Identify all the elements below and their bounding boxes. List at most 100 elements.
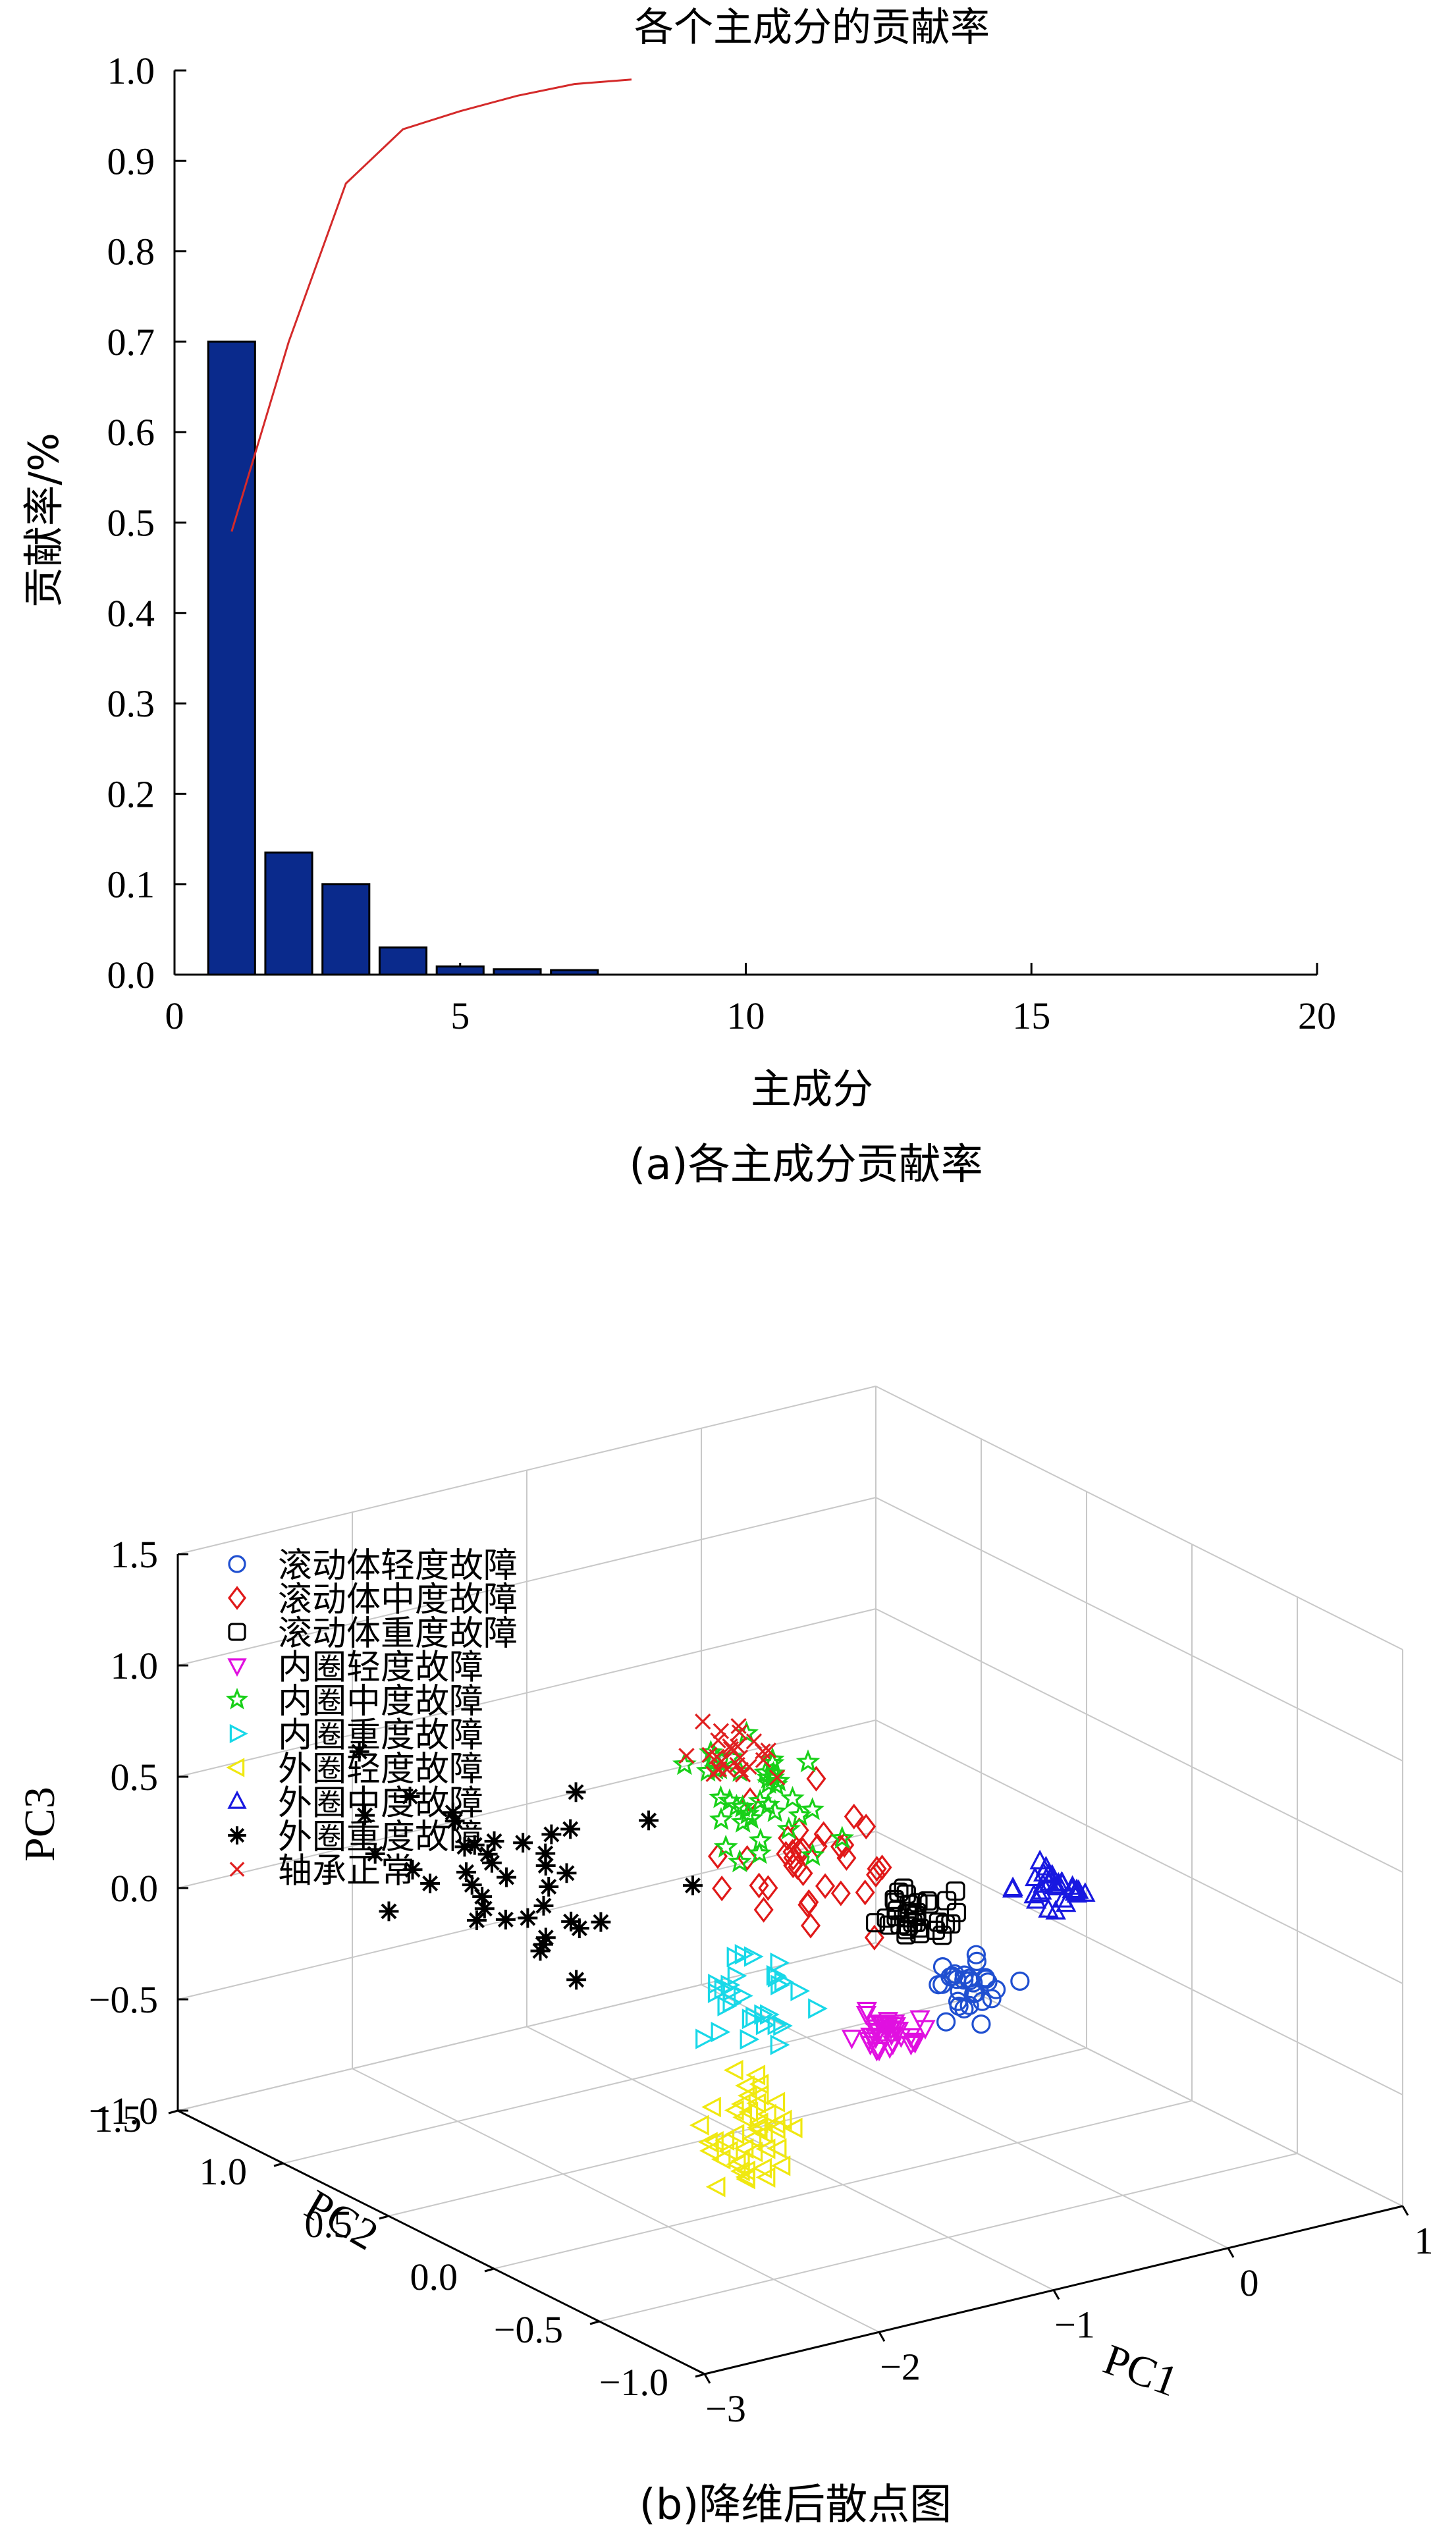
pc3-tick-label: 0.5 <box>111 1756 159 1798</box>
data-point <box>747 1789 772 1812</box>
pc2-tick-label: −1.0 <box>599 2361 668 2404</box>
data-point <box>946 1903 967 1922</box>
chart-a-plot-area: 0.0 0.1 0.2 0.3 0.4 0.5 0.6 0.7 0.8 0.9 1.0 0 5 10 15 2… <box>107 49 1337 1037</box>
data-point <box>705 2176 726 2198</box>
data-point <box>748 2112 768 2134</box>
data-point <box>1033 1873 1054 1893</box>
pc2-tick-label: 1.0 <box>200 2150 248 2193</box>
pc2-tick <box>379 2215 389 2220</box>
series-8 <box>1002 1849 1096 1920</box>
pc1-tick-label: 1 <box>1415 2219 1434 2262</box>
scatter-3d-chart: −3−2−101−1.0−0.50.00.51.01.5−1.0−0.50.00… <box>16 1386 1434 2529</box>
pc3-tick-label: 1.0 <box>111 1644 159 1687</box>
x-stroke <box>678 1748 695 1764</box>
data-point <box>400 1787 420 1806</box>
data-point <box>954 1999 974 2019</box>
asterisk-stroke <box>422 1876 439 1892</box>
asterisk-stroke <box>520 1910 536 1926</box>
series-7 <box>689 2059 803 2198</box>
data-point <box>467 1910 487 1930</box>
data-point <box>1045 1900 1066 1920</box>
data-point <box>1044 1874 1065 1894</box>
asterisk-stroke <box>562 1821 579 1837</box>
data-point <box>722 1980 743 2002</box>
legend-label: 外圈轻度故障 <box>278 1750 483 1789</box>
series-9 <box>349 1741 703 1990</box>
data-point <box>713 1723 730 1739</box>
asterisk-stroke <box>367 1845 383 1862</box>
data-point <box>1051 1871 1072 1891</box>
data-point <box>738 2101 759 2122</box>
data-point <box>885 1892 905 1912</box>
asterisk-stroke <box>483 1854 500 1871</box>
data-point <box>710 1732 726 1748</box>
legend-marker <box>225 1687 249 1710</box>
asterisk-stroke <box>466 1837 483 1853</box>
y-tick-label: 0.1 <box>107 863 155 906</box>
data-point <box>1023 1883 1044 1904</box>
asterisk-stroke <box>404 1862 421 1878</box>
data-point <box>936 2012 956 2032</box>
data-point <box>724 2124 745 2145</box>
data-point <box>749 1872 769 1899</box>
data-point <box>760 1742 776 1759</box>
chart-b-pc2-axis-label: PC2 <box>297 2180 386 2259</box>
data-point <box>730 1738 746 1755</box>
pc1-tick <box>1052 2289 1060 2300</box>
data-point <box>734 1943 755 1965</box>
asterisk-stroke <box>402 1789 418 1805</box>
asterisk-stroke <box>468 1912 485 1928</box>
data-point <box>683 1876 703 1896</box>
data-point <box>752 2157 772 2179</box>
data-point <box>701 1746 718 1763</box>
data-point <box>915 2020 936 2040</box>
data-point <box>886 2022 907 2041</box>
caption-b: (b)降维后散点图 <box>639 2481 952 2529</box>
x-stroke <box>729 1756 745 1773</box>
y-tick-label: 1.0 <box>107 49 155 92</box>
data-point <box>768 1770 786 1786</box>
data-point <box>701 2096 721 2118</box>
data-point <box>782 2117 803 2138</box>
y-tick-label: 0.0 <box>107 954 155 996</box>
grid-line <box>875 1497 1403 1762</box>
data-point <box>678 1748 695 1764</box>
data-point <box>753 1897 774 1923</box>
legend-label: 外圈重度故障 <box>278 1818 483 1857</box>
data-point <box>865 2029 886 2049</box>
data-point <box>841 2030 863 2049</box>
grid-line <box>388 2047 1087 2217</box>
data-point <box>937 1891 957 1910</box>
asterisk-stroke <box>515 1835 531 1851</box>
data-point <box>790 1980 811 2001</box>
data-point <box>770 2155 791 2176</box>
data-point <box>806 1766 826 1792</box>
data-point <box>379 1901 399 1922</box>
grid-line <box>493 2100 1193 2269</box>
x-tick-label: 10 <box>727 994 765 1037</box>
data-point <box>713 1753 730 1770</box>
data-point <box>765 2113 786 2134</box>
pc2-tick <box>589 2320 600 2325</box>
data-point <box>484 1831 504 1851</box>
grid-line <box>875 1719 1403 1984</box>
data-point <box>864 1924 884 1951</box>
contribution-chart: 各个主成分的贡献率 0.0 0.1 0.2 0.3 0.4 0.5 0.6 0.7 0.8 0.9… <box>20 5 1336 1189</box>
data-point <box>935 1914 956 1934</box>
data-point <box>707 1843 728 1870</box>
data-point <box>711 2149 731 2170</box>
bar-pc5 <box>435 965 485 976</box>
asterisk-stroke <box>351 1743 367 1760</box>
data-point <box>566 1970 587 1990</box>
legend-label: 内圈轻度故障 <box>278 1648 483 1688</box>
legend-marker <box>228 1623 246 1641</box>
pc3-tick-label: −1.0 <box>89 2090 158 2132</box>
data-point <box>727 1849 752 1873</box>
data-point <box>712 1876 732 1902</box>
data-point <box>734 1766 751 1783</box>
data-point <box>445 1811 465 1831</box>
data-point <box>971 2014 991 2034</box>
y-tick-label: 0.6 <box>107 411 155 454</box>
data-point <box>698 2132 718 2153</box>
